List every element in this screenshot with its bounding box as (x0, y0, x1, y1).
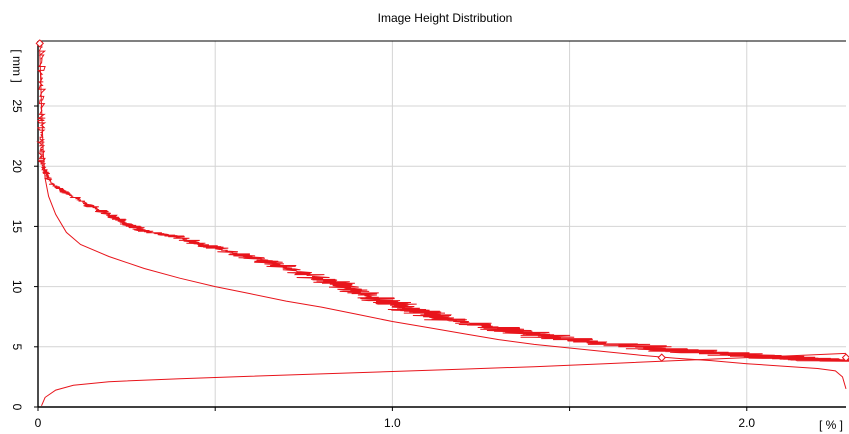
y-tick-label: 15 (10, 220, 24, 234)
series-line-1 (36, 42, 849, 362)
data-marker (841, 353, 849, 362)
x-tick-label: 0 (35, 416, 42, 430)
y-tick-label: 5 (10, 343, 24, 350)
x-tick-label: 1.0 (384, 416, 401, 430)
series-line-2 (39, 51, 847, 390)
chart-title: Image Height Distribution (378, 11, 513, 25)
y-tick-label: 10 (10, 280, 24, 294)
marker-layer (35, 39, 849, 362)
axes-layer (34, 40, 846, 411)
x-axis-label: [ % ] (819, 418, 843, 432)
tick-layer: 0 1.0 2.0 0 5 10 15 20 25 (10, 99, 755, 430)
x-tick-label: 2.0 (738, 416, 755, 430)
y-tick-label: 20 (10, 160, 24, 174)
y-tick-label: 25 (10, 99, 24, 113)
y-axis-label: [ mm ] (10, 49, 24, 82)
y-tick-label: 0 (10, 404, 24, 411)
data-marker (35, 39, 44, 48)
data-marker (657, 353, 666, 362)
grid-layer (38, 41, 846, 407)
series-line-3 (41, 352, 847, 406)
series-layer (36, 42, 849, 406)
